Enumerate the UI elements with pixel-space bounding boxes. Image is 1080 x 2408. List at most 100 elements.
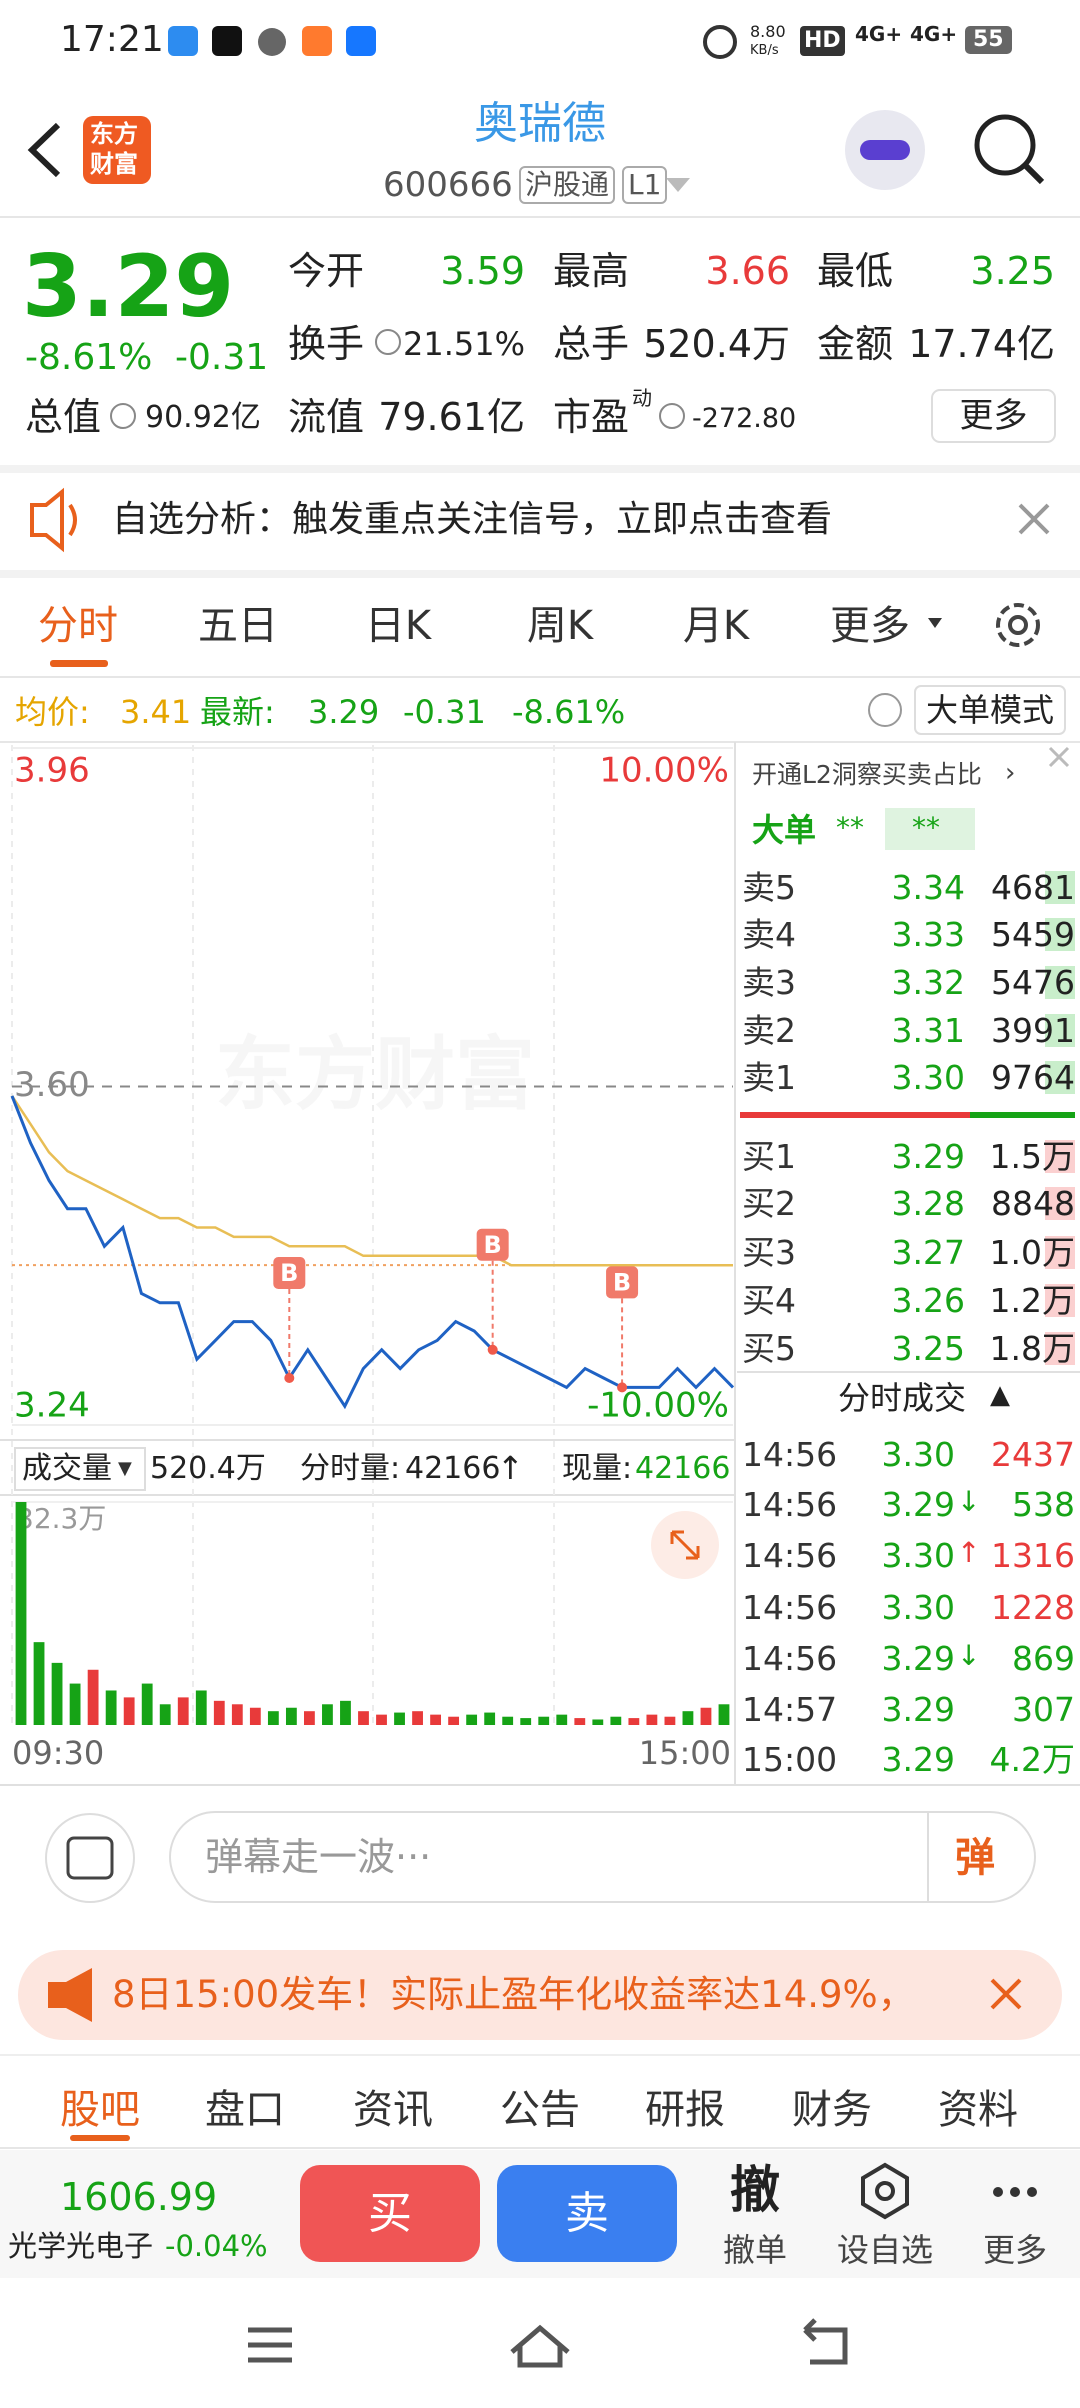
watch-icon[interactable] [861, 2162, 909, 2220]
close-icon[interactable] [990, 1978, 1022, 2010]
mode-button-frame[interactable] [914, 685, 1066, 735]
big-order-label: 大单 [752, 811, 817, 849]
nav-menu[interactable] [248, 2327, 292, 2363]
book-label: 买3 [742, 1233, 796, 1272]
bottom-tab[interactable]: 盘口 [205, 2087, 285, 2133]
market-badge: 沪股通 [519, 166, 616, 204]
bottom-tab[interactable]: 资料 [938, 2087, 1018, 2133]
search-icon[interactable] [974, 114, 1036, 176]
help-icon[interactable] [868, 693, 902, 727]
close-icon[interactable] [1018, 503, 1050, 535]
notice-text[interactable]: 自选分析：触发重点关注信号，立即点击查看 [112, 499, 833, 540]
trade-time: 14:56 [742, 1588, 838, 1627]
book-volume: 8848 [975, 1187, 1075, 1220]
more-label[interactable]: 更多 [982, 2231, 1047, 2269]
volume-bar [285, 1707, 297, 1725]
bottom-tab[interactable]: 研报 [645, 2087, 725, 2133]
alarm-icon [703, 25, 737, 59]
expand-icon [670, 1530, 700, 1560]
volume-label[interactable]: 成交量 [22, 1451, 112, 1486]
stock-name: 奥瑞德 [474, 98, 606, 149]
tab[interactable]: 周K [526, 603, 594, 649]
more-button-frame[interactable] [931, 389, 1056, 443]
back-icon[interactable] [27, 122, 61, 178]
tab[interactable]: 日K [364, 603, 432, 649]
index-change[interactable]: -0.04% [165, 2229, 268, 2263]
trade-price: 3.30 [881, 1435, 955, 1474]
big-order-value: ** [912, 811, 940, 844]
volume-bar [159, 1704, 171, 1725]
more-icon[interactable] [993, 2187, 1037, 2197]
settings-icon [1008, 615, 1028, 635]
comment-placeholder[interactable]: 弹幕走一波··· [205, 1835, 432, 1879]
buy-label[interactable]: 买 [368, 2188, 412, 2239]
bottom-tab[interactable]: 公告 [500, 2087, 580, 2133]
cancel-label[interactable]: 撤单 [722, 2231, 787, 2269]
volume-bar [249, 1707, 261, 1725]
trade-volume: 307 [1012, 1690, 1075, 1729]
trade-time: 14:56 [742, 1485, 838, 1524]
bottom-tab[interactable]: 股吧 [60, 2087, 140, 2133]
logo-text: 财富 [90, 150, 138, 178]
field-value: 3.59 [440, 249, 525, 293]
marker-point [617, 1382, 628, 1393]
mode-button[interactable]: 大单模式 [925, 691, 1054, 729]
index-name[interactable]: 光学光电子 [8, 2229, 154, 2263]
watch-label[interactable]: 设自选 [836, 2231, 933, 2269]
big-order-box [885, 808, 975, 850]
nav-back[interactable] [803, 2318, 848, 2365]
net-unit: KB/s [750, 43, 779, 58]
danmaku-button[interactable]: 弹 [955, 1835, 995, 1881]
close-icon[interactable] [1048, 746, 1070, 768]
info-icon[interactable] [659, 403, 685, 429]
tab[interactable]: 月K [682, 603, 750, 649]
field-value: 21.51% [402, 325, 525, 363]
comment-input[interactable] [169, 1811, 1036, 1903]
tab[interactable]: 分时 [38, 603, 118, 649]
book-price: 3.30 [891, 1058, 965, 1097]
volume-bar [538, 1716, 550, 1725]
book-volume: 1.2万 [975, 1284, 1075, 1317]
cancel-icon[interactable]: 撤 [730, 2161, 780, 2219]
status-time: 17:21 [60, 19, 164, 60]
ad-text[interactable]: 8日15:00发车！实际止盈年化收益率达14.9%， [112, 1973, 915, 2016]
field-value: 79.61亿 [378, 395, 525, 439]
marker-label: B [484, 1231, 502, 1259]
l2-promo[interactable]: 开通L2洞察买卖占比 [752, 760, 982, 789]
info-icon[interactable] [375, 329, 401, 355]
volume-bar [123, 1697, 135, 1725]
index-value[interactable]: 1606.99 [60, 2175, 218, 2219]
sell-label[interactable]: 卖 [565, 2188, 609, 2239]
now-volume: 42166 [635, 1451, 731, 1486]
field-label: 市盈 [553, 395, 630, 439]
settings-icon[interactable] [996, 603, 1040, 647]
marker-label: B [280, 1259, 298, 1287]
more-button[interactable]: 更多 [959, 396, 1028, 436]
latest-change-pct: -8.61% [512, 693, 626, 731]
marker-label: B [613, 1268, 631, 1296]
book-label: 卖5 [742, 868, 796, 907]
field-label: 最高 [553, 249, 630, 293]
info-icon[interactable] [110, 403, 136, 429]
comment-icon[interactable] [45, 1813, 135, 1903]
volume-bar [105, 1690, 117, 1725]
volume-bar [664, 1716, 676, 1725]
comment-icon [66, 1836, 114, 1880]
nav-home[interactable] [510, 2324, 570, 2368]
bottom-tab[interactable]: 资讯 [353, 2087, 433, 2133]
field-sup: 动 [632, 386, 652, 410]
bottom-tab[interactable]: 财务 [792, 2087, 872, 2133]
book-price: 3.25 [891, 1329, 965, 1368]
buy-button[interactable] [300, 2165, 480, 2262]
tab[interactable]: 更多 [830, 603, 910, 649]
sell-button[interactable] [497, 2165, 677, 2262]
book-ratio-sell [740, 1112, 970, 1118]
tab[interactable]: 五日 [198, 603, 278, 649]
signal: 4G+ [910, 22, 958, 46]
dropdown-icon[interactable] [666, 178, 690, 192]
volume-bar [628, 1718, 640, 1725]
last-price: 3.29 [22, 237, 235, 337]
volume-select-frame[interactable] [14, 1447, 146, 1491]
sort-icon: ▲ [990, 1380, 1010, 1410]
ad-banner[interactable] [18, 1950, 1062, 2040]
